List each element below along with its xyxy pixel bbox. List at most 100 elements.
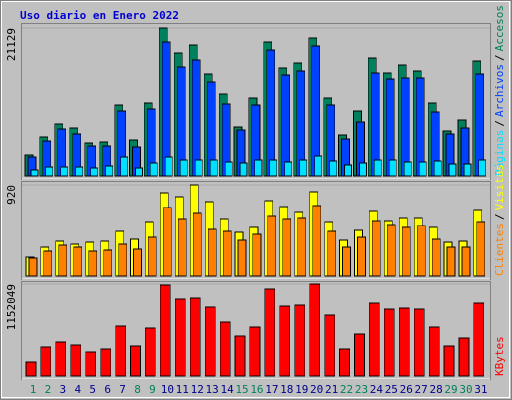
bar (40, 346, 52, 377)
bar (279, 305, 291, 377)
y-tick-label: 920 (5, 185, 18, 205)
bar (476, 221, 486, 277)
x-tick-label: 9 (149, 383, 156, 396)
chart-title: Uso diario en Enero 2022 (20, 9, 179, 22)
bar (473, 302, 485, 377)
x-tick-label: 14 (220, 383, 234, 396)
x-tick-label: 30 (459, 383, 472, 396)
bar (100, 348, 111, 377)
x-tick-label: 18 (280, 383, 293, 396)
y-tick-label: 1152049 (5, 284, 18, 330)
bar (314, 155, 322, 177)
legend-separator: / (493, 54, 506, 61)
bar (339, 348, 350, 377)
legend: Clientes / Visitas (493, 164, 506, 276)
legend-entry: Páginas (493, 130, 506, 176)
bar (478, 159, 487, 177)
bar (281, 74, 291, 177)
x-tick-label: 26 (400, 383, 413, 396)
bar (88, 250, 98, 277)
bar (160, 284, 171, 377)
bar (359, 162, 367, 177)
x-tick-label: 23 (355, 383, 368, 396)
bar (177, 66, 186, 177)
bar (180, 159, 188, 177)
bar (70, 344, 82, 377)
bar (105, 165, 113, 177)
bar (446, 246, 456, 277)
bar (369, 302, 380, 377)
bar (418, 161, 427, 177)
bar (463, 163, 472, 177)
bar (120, 156, 128, 177)
bar (191, 59, 201, 177)
bar (204, 306, 216, 377)
bar (194, 159, 203, 177)
legend-entry: Archivos (493, 64, 506, 117)
bar (374, 159, 382, 177)
x-tick-label: 4 (74, 383, 81, 396)
bar (73, 246, 83, 277)
bar (354, 333, 365, 377)
bar (30, 169, 39, 177)
bar (264, 288, 276, 377)
bar (58, 244, 68, 277)
bar (145, 327, 156, 377)
x-tick-label: 12 (191, 383, 204, 396)
bar (55, 341, 67, 377)
bar (252, 233, 262, 277)
bar (344, 164, 352, 177)
bar (413, 308, 425, 377)
x-tick-label: 21 (325, 383, 338, 396)
bar (135, 167, 143, 177)
x-tick-label: 13 (206, 383, 219, 396)
bar (163, 207, 172, 277)
bar (309, 283, 320, 377)
bar (45, 166, 54, 177)
x-tick-label: 19 (295, 383, 308, 396)
bar (433, 160, 442, 177)
bar (443, 345, 455, 377)
x-tick-label: 2 (45, 383, 52, 396)
bar (266, 49, 276, 177)
bar (284, 161, 293, 177)
x-tick-label: 25 (385, 383, 398, 396)
bar (237, 239, 247, 277)
bar (192, 212, 202, 277)
x-tick-label: 8 (134, 383, 141, 396)
bar (327, 230, 336, 277)
bar (25, 361, 37, 377)
bar (165, 156, 173, 177)
bar (448, 163, 457, 177)
bar (118, 243, 127, 277)
bar (85, 351, 97, 377)
bar (403, 161, 412, 177)
bar (329, 160, 337, 177)
legend-entry: Visitas (493, 164, 506, 210)
bar (282, 218, 292, 277)
x-tick-label: 16 (250, 383, 263, 396)
bar (398, 307, 410, 377)
x-tick-label: 10 (161, 383, 174, 396)
bar (239, 162, 248, 177)
legend: Páginas / Archivos / Accesos (493, 5, 506, 176)
bar (312, 205, 321, 277)
bar (150, 162, 158, 177)
x-tick-label: 27 (415, 383, 428, 396)
x-tick-label: 7 (119, 383, 126, 396)
bar (387, 224, 396, 277)
x-tick-label: 5 (89, 383, 96, 396)
bar (162, 41, 171, 177)
x-tick-label: 24 (370, 383, 384, 396)
bar (400, 77, 410, 177)
x-tick-label: 29 (444, 383, 457, 396)
bar (299, 159, 308, 177)
bar (209, 159, 218, 177)
bar (294, 304, 306, 377)
bar (28, 257, 38, 277)
x-tick-label: 20 (310, 383, 323, 396)
bar (103, 249, 112, 277)
legend-separator: / (493, 120, 506, 127)
bar (389, 159, 397, 177)
